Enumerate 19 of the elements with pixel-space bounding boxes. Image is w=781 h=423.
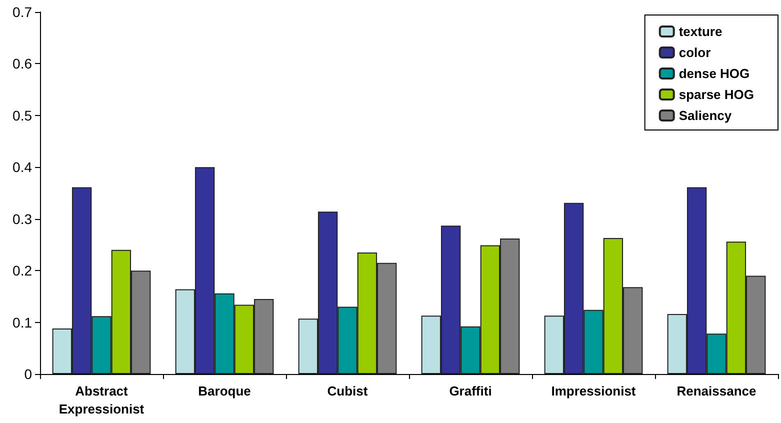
legend-label: Saliency — [678, 108, 732, 123]
legend-label: sparse HOG — [678, 87, 754, 102]
x-tick-label: Impressionist — [551, 384, 636, 398]
x-tick-label: Cubist — [327, 384, 368, 398]
x-tick-label: Renaissance — [676, 384, 756, 398]
y-tick-label: 0.7 — [12, 4, 32, 20]
y-tick-label: 0.5 — [12, 107, 32, 124]
y-tick-label: 0 — [24, 366, 32, 382]
x-tick-label: Abstract Expressionist — [58, 384, 145, 416]
y-tick-label: 0.4 — [12, 159, 32, 176]
legend-label: color — [678, 45, 711, 60]
x-tick-label: Graffiti — [449, 384, 492, 398]
y-tick-label: 0.1 — [12, 314, 32, 330]
legend-label: dense HOG — [678, 66, 750, 81]
x-tick-label: Baroque — [198, 384, 251, 398]
y-tick-label: 0.2 — [12, 262, 32, 279]
y-tick-label: 0.3 — [12, 210, 32, 227]
legend-label: texture — [678, 24, 722, 39]
y-tick-label: 0.6 — [12, 56, 32, 72]
